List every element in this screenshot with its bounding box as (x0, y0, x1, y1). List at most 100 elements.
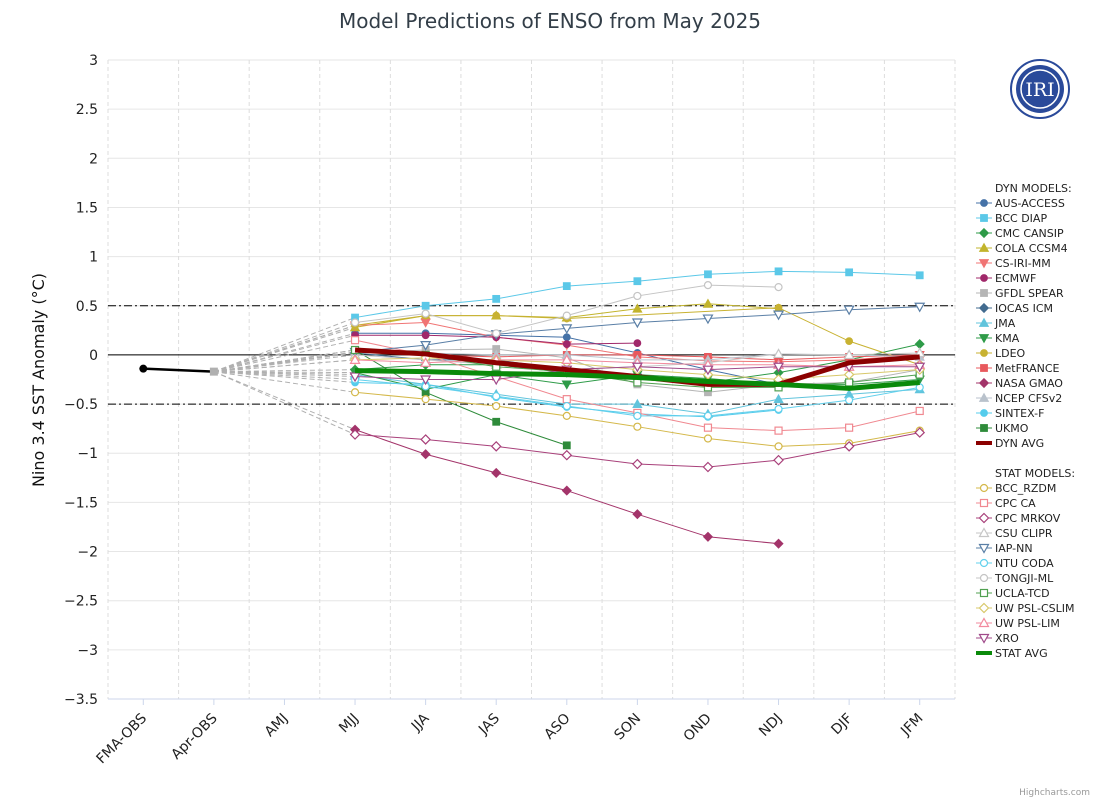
plot-area (139, 267, 926, 549)
legend-label: IOCAS ICM (995, 302, 1053, 315)
legend-item-kma[interactable]: KMA (976, 332, 1020, 345)
data-point (631, 318, 643, 329)
legend-item-ukmo[interactable]: UKMO (976, 422, 1029, 435)
data-point (702, 461, 714, 473)
data-point (632, 509, 643, 520)
x-tick-label: DJF (828, 711, 856, 739)
connector-line (213, 371, 356, 383)
data-point (843, 349, 855, 360)
legend-marker (980, 274, 988, 282)
legend-item-aus-access[interactable]: AUS-ACCESS (976, 197, 1065, 210)
legend-item-cpc-mrkov[interactable]: CPC MRKOV (976, 512, 1061, 525)
data-point (774, 426, 783, 435)
chart-title: Model Predictions of ENSO from May 2025 (339, 9, 761, 33)
series-bcc-diap[interactable] (351, 267, 924, 322)
observed-line (143, 367, 214, 373)
legend-item-cmc-cansip[interactable]: CMC CANSIP (976, 227, 1064, 240)
data-point (843, 369, 855, 380)
y-tick-label: 3 (89, 53, 98, 69)
legend-item-iap-nn[interactable]: IAP-NN (976, 542, 1033, 555)
legend-marker (979, 483, 989, 493)
series-tongji-ml[interactable] (350, 281, 783, 338)
data-point (421, 301, 430, 310)
legend-item-bcc-rzdm[interactable]: BCC_RZDM (976, 482, 1056, 495)
legend-item-uw-psl-lim[interactable]: UW PSL-LIM (976, 617, 1060, 630)
legend-label: AUS-ACCESS (995, 197, 1065, 210)
legend-item-ldeo[interactable]: LDEO (976, 347, 1026, 360)
data-point (492, 294, 501, 303)
legend-label: CPC MRKOV (995, 512, 1061, 525)
legend-item-jma[interactable]: JMA (976, 317, 1016, 330)
legend-item-ucla-tcd[interactable]: UCLA-TCD (976, 587, 1050, 600)
legend-item-cpc-ca[interactable]: CPC CA (976, 497, 1036, 510)
series-nasa-gmao[interactable] (349, 424, 784, 549)
legend-item-bcc-diap[interactable]: BCC DIAP (976, 212, 1047, 225)
data-point (349, 429, 361, 440)
legend-item-tongji-ml[interactable]: TONGJI-ML (976, 572, 1054, 585)
legend-marker (978, 602, 990, 614)
connector-line (213, 334, 356, 373)
y-tick-label: −0.5 (64, 397, 98, 413)
legend-marker (979, 498, 989, 508)
legend-item-nasa-gmao[interactable]: NASA GMAO (976, 377, 1063, 390)
data-point (492, 417, 501, 426)
data-point (633, 291, 642, 301)
legend-item-uw-psl-cslim[interactable]: UW PSL-CSLIM (976, 602, 1074, 615)
legend-item-ncep-cfsv2[interactable]: NCEP CFSv2 (976, 392, 1062, 405)
y-tick-label: −2.5 (64, 594, 98, 610)
legend-item-iocas-icm[interactable]: IOCAS ICM (976, 302, 1053, 315)
data-point (773, 310, 785, 321)
legend-item-metfrance[interactable]: MetFRANCE (976, 362, 1060, 375)
legend-item-xro[interactable]: XRO (976, 632, 1019, 645)
x-axis: FMA-OBS Apr-OBS AMJ MJJ JJA JAS ASO SON OND NDJ DJ… (93, 699, 927, 767)
connector-line (213, 371, 356, 436)
data-point (421, 331, 430, 340)
data-point (774, 282, 783, 292)
data-point (843, 305, 855, 316)
legend-marker (978, 317, 990, 327)
data-point (633, 339, 642, 348)
data-point (774, 267, 783, 276)
data-point (561, 449, 573, 461)
legend-item-csu-clipr[interactable]: CSU CLIPR (976, 527, 1053, 540)
data-point (562, 340, 571, 349)
data-point (420, 449, 431, 460)
iri-logo: IRI (1010, 59, 1070, 119)
x-tick-label: JAS (475, 710, 503, 738)
data-point (561, 324, 573, 335)
y-tick-label: −3.5 (64, 692, 98, 708)
data-point (632, 398, 643, 408)
data-point (702, 314, 714, 325)
x-tick-label: ASO (541, 711, 573, 743)
series-bcc-rzdm[interactable] (350, 388, 924, 451)
legend-item-cs-iri-mm[interactable]: CS-IRI-MM (976, 257, 1051, 270)
legend-marker (979, 573, 989, 583)
legend-marker (978, 227, 990, 239)
legend-item-sintex-f[interactable]: SINTEX-F (976, 407, 1044, 420)
y-tick-label: 1.5 (76, 200, 98, 216)
legend-item-cola-ccsm4[interactable]: COLA CCSM4 (976, 242, 1068, 255)
data-point (420, 357, 432, 367)
data-point (350, 388, 360, 397)
y-tick-label: 2.5 (76, 102, 98, 118)
legend-item-ecmwf[interactable]: ECMWF (976, 272, 1036, 285)
series-xro[interactable] (349, 362, 926, 386)
connector-line (213, 339, 356, 373)
legend-item-ntu-coda[interactable]: NTU CODA (976, 557, 1054, 570)
legend-marker (978, 334, 990, 344)
series-cpc-mrkov[interactable] (349, 427, 926, 473)
legend[interactable]: DYN MODELS: AUS-ACCESS BCC DIAP CMC CANSIP C… (976, 182, 1075, 660)
y-tick-label: −1.5 (64, 495, 98, 511)
legend-label: CPC CA (995, 497, 1036, 510)
legend-item-gfdl-spear[interactable]: GFDL SPEAR (976, 287, 1064, 300)
data-point (773, 362, 785, 373)
legend-item-dyn-avg[interactable]: DYN AVG (976, 437, 1044, 450)
data-point (561, 354, 573, 364)
series-stat-avg[interactable] (355, 368, 920, 391)
credits-link[interactable]: Highcharts.com (1019, 788, 1090, 798)
legend-item-stat-avg[interactable]: STAT AVG (976, 647, 1048, 660)
legend-marker (980, 364, 988, 372)
data-point (421, 395, 430, 404)
data-point (914, 362, 926, 373)
x-tick-label: SON (611, 711, 644, 744)
